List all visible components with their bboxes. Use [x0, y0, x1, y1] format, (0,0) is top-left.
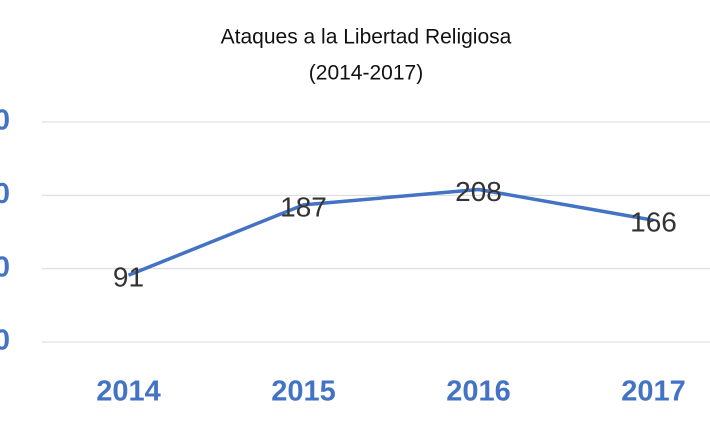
y-tick-label: 300 — [0, 105, 10, 137]
data-label: 91 — [113, 262, 144, 293]
chart-title: Ataques a la Libertad Religiosa — [221, 26, 512, 49]
y-tick-label: 100 — [0, 251, 10, 283]
x-tick-label: 2014 — [96, 376, 161, 408]
x-tick-label: 2015 — [271, 376, 336, 408]
line — [127, 187, 654, 277]
chart-subtitle: (2014-2017) — [309, 62, 423, 85]
x-tick-label: 2016 — [446, 376, 511, 408]
y-tick-label: 200 — [0, 178, 10, 210]
data-label: 166 — [630, 207, 677, 238]
data-label: 187 — [280, 191, 327, 222]
y-tick-label: 0 — [0, 325, 10, 357]
x-tick-label: 2017 — [621, 376, 686, 408]
data-label: 208 — [455, 176, 502, 207]
